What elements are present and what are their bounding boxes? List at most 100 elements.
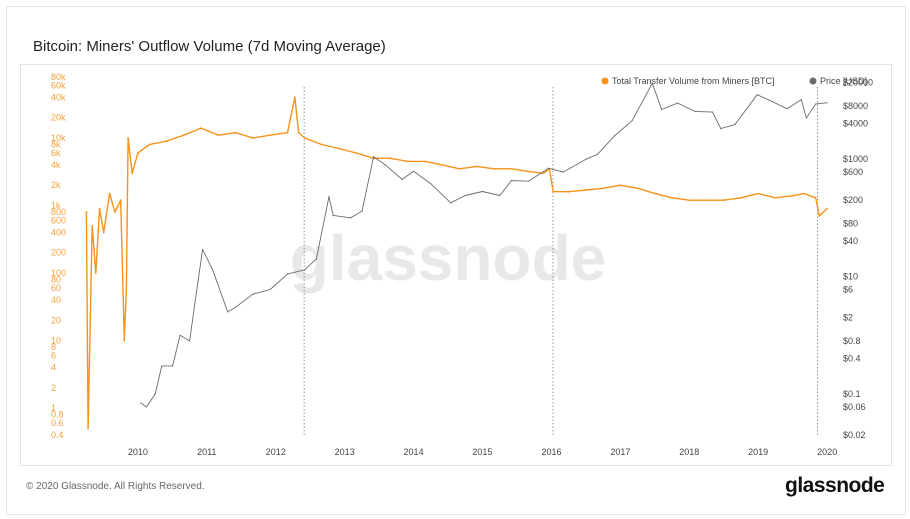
- y-left-tick-label: 10k: [51, 133, 66, 143]
- y-left-tick-label: 4k: [51, 160, 61, 170]
- legend-label[interactable]: Total Transfer Volume from Miners [BTC]: [612, 76, 775, 86]
- volume-point: [251, 137, 254, 139]
- price-point: [651, 82, 653, 84]
- price-point: [631, 120, 633, 122]
- price-point: [547, 167, 550, 169]
- legend-swatch[interactable]: [809, 77, 817, 85]
- volume-point: [542, 172, 545, 175]
- price-point: [786, 108, 788, 110]
- volume-point: [774, 196, 777, 199]
- volume-point: [619, 184, 622, 187]
- volume-point: [493, 167, 496, 170]
- price-point: [614, 135, 616, 137]
- price-point: [450, 202, 452, 204]
- price-point: [304, 269, 306, 271]
- price-point: [188, 340, 191, 342]
- price-point: [711, 111, 714, 113]
- y-left-tick-label: 80k: [51, 72, 66, 82]
- y-left-tick-label: 40: [51, 295, 61, 305]
- volume-point: [131, 172, 134, 175]
- price-point: [720, 128, 722, 130]
- volume-point: [182, 134, 185, 137]
- price-point: [481, 190, 484, 193]
- volume-point: [671, 196, 673, 199]
- price-point: [430, 183, 432, 185]
- volume-point: [389, 157, 392, 160]
- volume-point: [527, 170, 530, 173]
- y-left-tick-label: 400: [51, 227, 66, 237]
- y-left-tick-label: 8k: [51, 140, 61, 150]
- volume-point: [826, 207, 828, 210]
- price-point: [171, 365, 174, 367]
- x-tick-label: 2010: [128, 447, 148, 457]
- price-point: [140, 402, 142, 404]
- copyright-text: © 2020 Glassnode. All Rights Reserved.: [26, 481, 205, 492]
- volume-point: [567, 190, 570, 193]
- price-point: [756, 94, 758, 96]
- price-point: [661, 108, 663, 111]
- price-point: [269, 288, 271, 291]
- price-point: [805, 117, 808, 119]
- series-line-transfer-volume: [85, 96, 828, 430]
- legend-swatch[interactable]: [601, 77, 609, 85]
- volume-point: [293, 96, 296, 99]
- y-right-tick-label: $0.02: [843, 430, 866, 440]
- x-tick-label: 2018: [679, 447, 699, 457]
- y-left-tick-label: 6: [51, 351, 56, 361]
- y-left-tick-label: 0.4: [51, 430, 64, 440]
- y-right-tick-label: $6: [843, 285, 853, 295]
- price-point: [145, 406, 147, 408]
- price-point: [384, 164, 386, 166]
- volume-point: [98, 207, 101, 210]
- volume-point: [688, 199, 691, 202]
- y-right-tick-label: $0.06: [843, 402, 866, 412]
- y-left-tick-label: 6k: [51, 148, 61, 158]
- volume-point: [355, 152, 358, 154]
- volume-point: [441, 163, 444, 166]
- price-point: [197, 281, 199, 283]
- y-right-tick-label: $200: [843, 195, 863, 205]
- x-tick-label: 2012: [266, 447, 286, 457]
- y-left-tick-label: 8: [51, 342, 56, 352]
- chart-title: Bitcoin: Miners' Outflow Volume (7d Movi…: [33, 38, 386, 55]
- y-right-tick-label: $2: [843, 313, 853, 323]
- x-tick-label: 2014: [404, 447, 424, 457]
- price-point: [585, 158, 587, 160]
- volume-point: [552, 190, 555, 193]
- volume-point: [585, 189, 588, 191]
- volume-point: [234, 131, 237, 134]
- volume-point: [113, 211, 116, 213]
- y-right-tick-label: $0.8: [843, 336, 861, 346]
- y-left-tick-label: 800: [51, 207, 66, 217]
- volume-point: [818, 215, 821, 217]
- volume-point: [119, 199, 122, 202]
- volume-point: [723, 199, 725, 202]
- glassnode-logo[interactable]: glassnode: [785, 474, 885, 497]
- price-point: [464, 194, 466, 197]
- price-point: [211, 269, 214, 271]
- volume-point: [108, 192, 111, 195]
- price-point: [286, 273, 289, 275]
- volume-point: [125, 287, 128, 289]
- x-tick-label: 2015: [472, 447, 492, 457]
- plot-area: glassnode 0.4 0.6 0.8 1 2 4 6 8 10 20 40 60 80 100 200 4…: [20, 64, 892, 466]
- y-left-tick-label: 1: [51, 403, 56, 413]
- y-left-tick-label: 60: [51, 283, 61, 293]
- volume-point: [636, 187, 639, 190]
- price-point: [361, 210, 363, 212]
- volume-point: [87, 427, 89, 430]
- volume-point: [475, 165, 478, 168]
- price-point: [235, 306, 237, 308]
- price-point: [179, 334, 181, 336]
- y-right-tick-label: $1000: [843, 154, 868, 164]
- y-right-tick-label: $0.1: [843, 389, 861, 399]
- volume-point: [803, 192, 806, 195]
- price-point: [412, 170, 415, 172]
- y-left-tick-label: 20: [51, 315, 61, 325]
- price-point: [596, 153, 598, 156]
- price-point: [734, 123, 736, 125]
- legend-label[interactable]: Price [USD]: [820, 76, 867, 86]
- price-point: [154, 393, 156, 395]
- y-left-tick-label: 80: [51, 275, 61, 285]
